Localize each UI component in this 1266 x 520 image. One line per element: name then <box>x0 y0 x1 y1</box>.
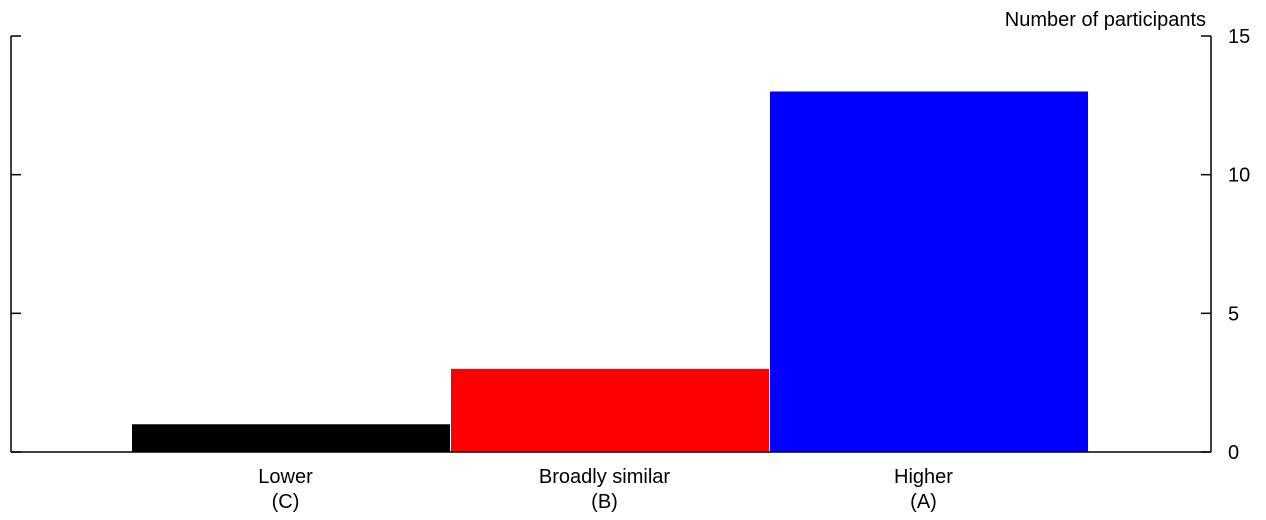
bar-2 <box>770 91 1088 452</box>
category-labels-group: Lower (C) Broadly similar (B) Higher (A) <box>258 466 953 513</box>
x-tick-sublabel-0: (C) <box>272 491 300 513</box>
x-tick-label-1: Broadly similar <box>539 466 670 488</box>
x-tick-sublabel-1: (B) <box>591 491 618 513</box>
x-tick-sublabel-2: (A) <box>910 491 937 513</box>
x-tick-label-2: Higher <box>894 466 953 488</box>
y-tick-label-1: 5 <box>1228 303 1239 325</box>
y-tick-label-2: 10 <box>1228 165 1250 187</box>
y-tick-label-0: 0 <box>1228 442 1239 464</box>
bar-1 <box>451 368 769 452</box>
bars-group <box>132 91 1088 452</box>
axes-group <box>10 36 1212 453</box>
bar-0 <box>132 424 450 452</box>
y-axis-title: Number of participants <box>1005 9 1206 31</box>
y-tick-label-3: 15 <box>1228 26 1250 48</box>
y-ticks-group: 0 5 10 15 <box>11 26 1250 464</box>
x-tick-label-0: Lower <box>258 466 313 488</box>
